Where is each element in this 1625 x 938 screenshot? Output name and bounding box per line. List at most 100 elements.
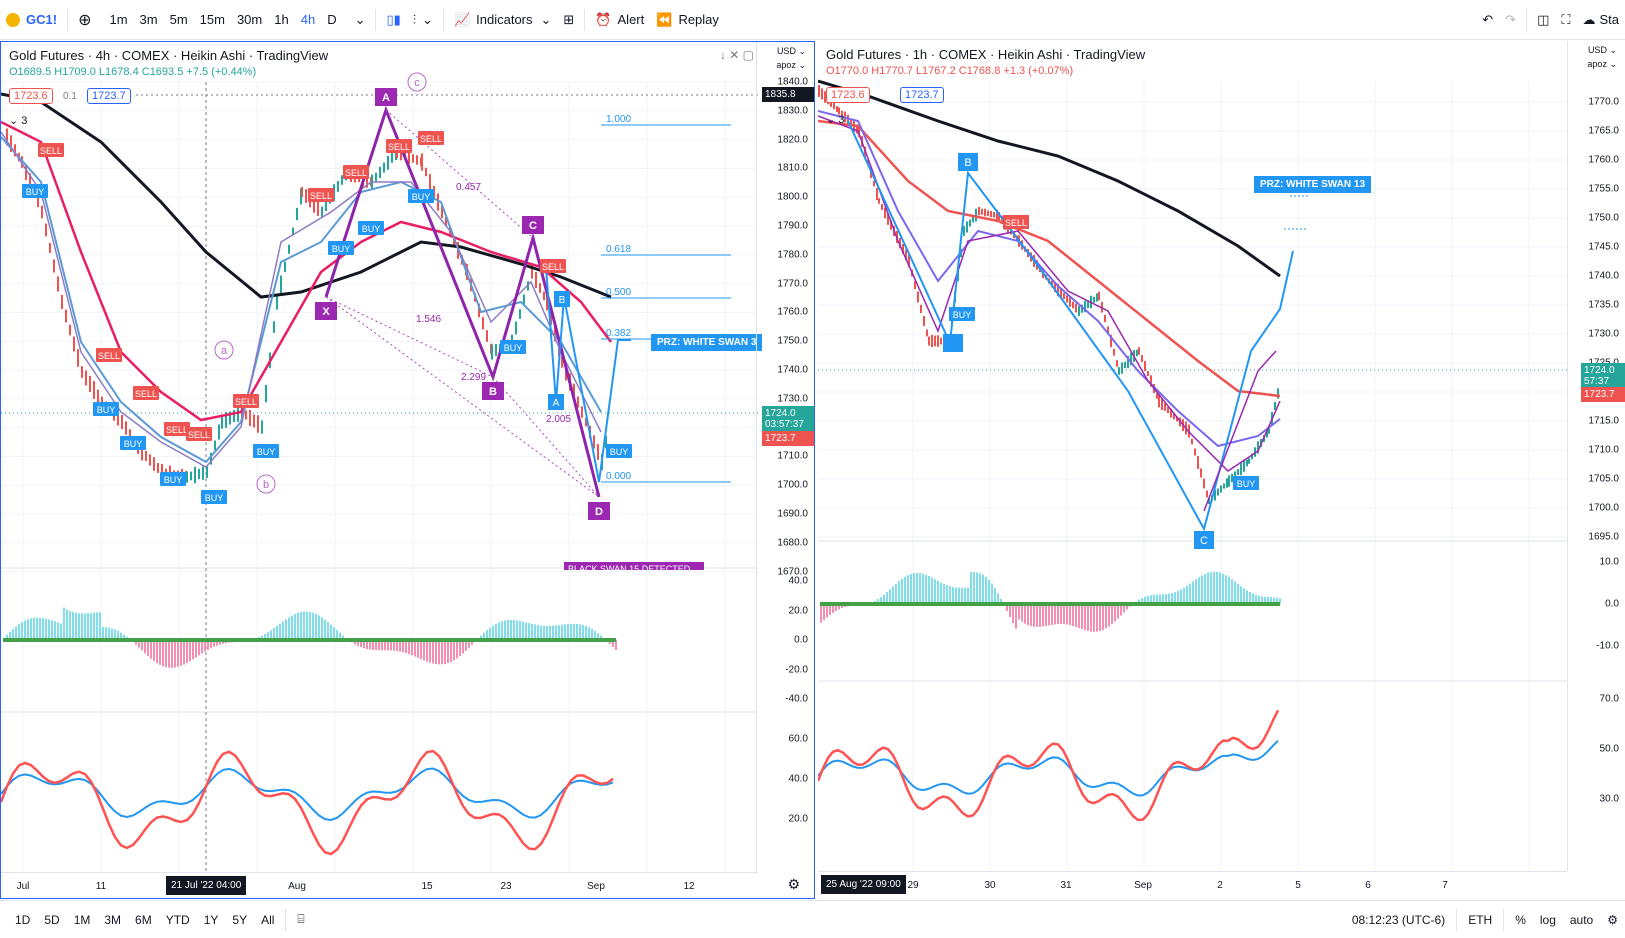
candle bbox=[981, 209, 983, 215]
interval-15m[interactable]: 15m bbox=[194, 12, 231, 27]
histogram-bar bbox=[1198, 577, 1200, 604]
interval-4h[interactable]: 4h bbox=[295, 12, 321, 27]
range-ytd[interactable]: YTD bbox=[159, 913, 197, 927]
histogram-bar bbox=[1117, 604, 1119, 619]
clock[interactable]: 08:12:23 (UTC-6) bbox=[1345, 913, 1452, 927]
candle bbox=[93, 381, 95, 399]
session-toggle[interactable]: ETH bbox=[1461, 913, 1499, 927]
range-3m[interactable]: 3M bbox=[97, 913, 128, 927]
range-1d[interactable]: 1D bbox=[8, 913, 37, 927]
alert-button[interactable]: ⏰ Alert bbox=[589, 0, 650, 40]
price-axis-4h[interactable]: USD ⌄ apoz ⌄ 1840.0 1830.0 1820.0 1810.0 180… bbox=[756, 42, 814, 872]
histogram-bar bbox=[564, 624, 566, 640]
buy-price-box[interactable]: 1723.7 bbox=[87, 88, 131, 104]
date-range-button[interactable]: ⌸ bbox=[290, 912, 311, 927]
candle bbox=[245, 410, 247, 419]
chevron-down-icon: ⌄ bbox=[541, 12, 552, 28]
time-cursor-label: 25 Aug '22 09:00 bbox=[821, 875, 906, 894]
ohlc-readout: O1689.5 H1709.0 L1678.4 C1693.5 +7.5 (+0… bbox=[9, 66, 256, 78]
currency-select[interactable]: USD ⌄ bbox=[777, 46, 806, 57]
sell-signal: SELL bbox=[38, 143, 64, 157]
log-toggle[interactable]: log bbox=[1533, 913, 1563, 927]
bars-style-button[interactable]: ⫶ ⌄ bbox=[407, 0, 439, 40]
interval-D[interactable]: D bbox=[321, 12, 342, 27]
candle bbox=[1243, 460, 1245, 471]
oscillator-tick: 20.0 bbox=[789, 605, 808, 616]
settings-gear-icon[interactable]: ⚙ bbox=[787, 876, 800, 893]
svg-text:SELL: SELL bbox=[310, 191, 332, 201]
interval-30m[interactable]: 30m bbox=[231, 12, 268, 27]
chart-settings-button[interactable]: ⚙ bbox=[1600, 913, 1625, 927]
auto-toggle[interactable]: auto bbox=[1563, 913, 1600, 927]
range-5d[interactable]: 5D bbox=[37, 913, 66, 927]
candle bbox=[1066, 295, 1068, 302]
buy-price-box[interactable]: 1723.7 bbox=[900, 87, 944, 103]
range-1m[interactable]: 1M bbox=[67, 913, 98, 927]
interval-5m[interactable]: 5m bbox=[164, 12, 194, 27]
sell-price-box[interactable]: 1723.6 bbox=[826, 87, 870, 103]
histogram-bar bbox=[537, 625, 539, 640]
chart-pane-4h[interactable]: X A B C D 0.457 1.546 2.299 2.005 A B 1.000 0.618 0.5… bbox=[0, 41, 815, 899]
histogram-bar bbox=[96, 612, 98, 640]
replay-button[interactable]: ⏪ Replay bbox=[650, 0, 725, 40]
time-axis-1h[interactable]: 29 30 31 Sep 2 5 6 7 25 Aug '22 09:00 bbox=[818, 871, 1567, 899]
interval-3m[interactable]: 3m bbox=[134, 12, 164, 27]
mode-select[interactable]: apoz ⌄ bbox=[1587, 59, 1617, 70]
fullscreen-button[interactable]: ⛶ bbox=[1555, 0, 1576, 40]
indicators-button[interactable]: 📈 Indicators ⌄ bbox=[448, 0, 557, 40]
histogram-bar bbox=[916, 573, 918, 604]
time-tick: 23 bbox=[500, 881, 511, 892]
histogram-bar bbox=[24, 621, 26, 640]
histogram-bar bbox=[922, 574, 924, 604]
histogram-bar bbox=[931, 578, 933, 604]
candle bbox=[1136, 350, 1138, 357]
percent-toggle[interactable]: % bbox=[1508, 913, 1533, 927]
redo-button[interactable]: ↷ bbox=[1499, 0, 1522, 40]
indicators-toggle[interactable]: ⌄ 3 bbox=[826, 113, 844, 126]
candle bbox=[296, 208, 298, 220]
histogram-bar bbox=[420, 640, 422, 659]
chart-canvas-1h[interactable]: B C SELL BUY BUY bbox=[818, 41, 1625, 899]
range-1y[interactable]: 1Y bbox=[197, 913, 226, 927]
price-tick: 1730.0 bbox=[1588, 329, 1619, 340]
sell-signal: SELL bbox=[233, 394, 259, 408]
save-button[interactable]: ☁ Sta bbox=[1576, 0, 1625, 40]
interval-1m[interactable]: 1m bbox=[103, 12, 133, 27]
svg-text:BUY: BUY bbox=[97, 405, 116, 415]
range-6m[interactable]: 6M bbox=[128, 913, 159, 927]
layout-button[interactable]: ⊞ bbox=[557, 0, 580, 40]
sell-price-box[interactable]: 1723.6 bbox=[9, 88, 53, 104]
range-all[interactable]: All bbox=[254, 913, 281, 927]
interval-1h[interactable]: 1h bbox=[268, 12, 294, 27]
histogram-bar bbox=[330, 625, 332, 640]
interval-dropdown[interactable]: ⌄ bbox=[349, 0, 372, 40]
price-tick: 1790.0 bbox=[777, 221, 808, 232]
sell-signal: SELL bbox=[308, 188, 334, 202]
price-tick: 1755.0 bbox=[1588, 184, 1619, 195]
candle bbox=[121, 415, 123, 429]
undo-button[interactable]: ↶ bbox=[1476, 0, 1499, 40]
mode-select[interactable]: apoz ⌄ bbox=[776, 60, 806, 71]
currency-select[interactable]: USD ⌄ bbox=[1588, 45, 1617, 56]
symbol-search[interactable]: GC1! bbox=[0, 0, 63, 40]
range-5y[interactable]: 5Y bbox=[225, 913, 254, 927]
chart-pane-1h[interactable]: B C SELL BUY BUY Gold Futures · 1h · COMEX ·… bbox=[818, 41, 1625, 899]
candles-style-button[interactable]: ▯▮ bbox=[380, 0, 406, 40]
histogram-bar bbox=[198, 640, 200, 655]
oscillator-tick: 40.0 bbox=[789, 576, 808, 587]
chart-canvas-4h[interactable]: X A B C D 0.457 1.546 2.299 2.005 A B 1.000 0.618 0.5… bbox=[1, 42, 815, 899]
layout-select-button[interactable]: ◫ bbox=[1531, 0, 1555, 40]
compare-button[interactable]: ⊕ bbox=[72, 0, 97, 40]
indicators-icon: 📈 bbox=[454, 12, 470, 28]
ema-50-line bbox=[818, 121, 1280, 396]
pane-controls[interactable]: ↓ ✕ ▢ bbox=[720, 48, 754, 62]
time-axis-4h[interactable]: Jul 11 Aug 15 23 Sep 12 21 Jul '22 04:00 bbox=[1, 872, 758, 899]
histogram-bar bbox=[321, 617, 323, 640]
price-axis-1h[interactable]: USD ⌄ apoz ⌄ 1770.0 1765.0 1760.0 1755.0 175… bbox=[1567, 41, 1625, 871]
histogram-bar bbox=[441, 640, 443, 664]
calendar-icon: ⌸ bbox=[297, 912, 304, 926]
indicators-toggle[interactable]: ⌄ 3 bbox=[9, 114, 27, 127]
price-tick: 1820.0 bbox=[777, 134, 808, 145]
histogram-bar bbox=[315, 614, 317, 640]
candle bbox=[387, 156, 389, 170]
